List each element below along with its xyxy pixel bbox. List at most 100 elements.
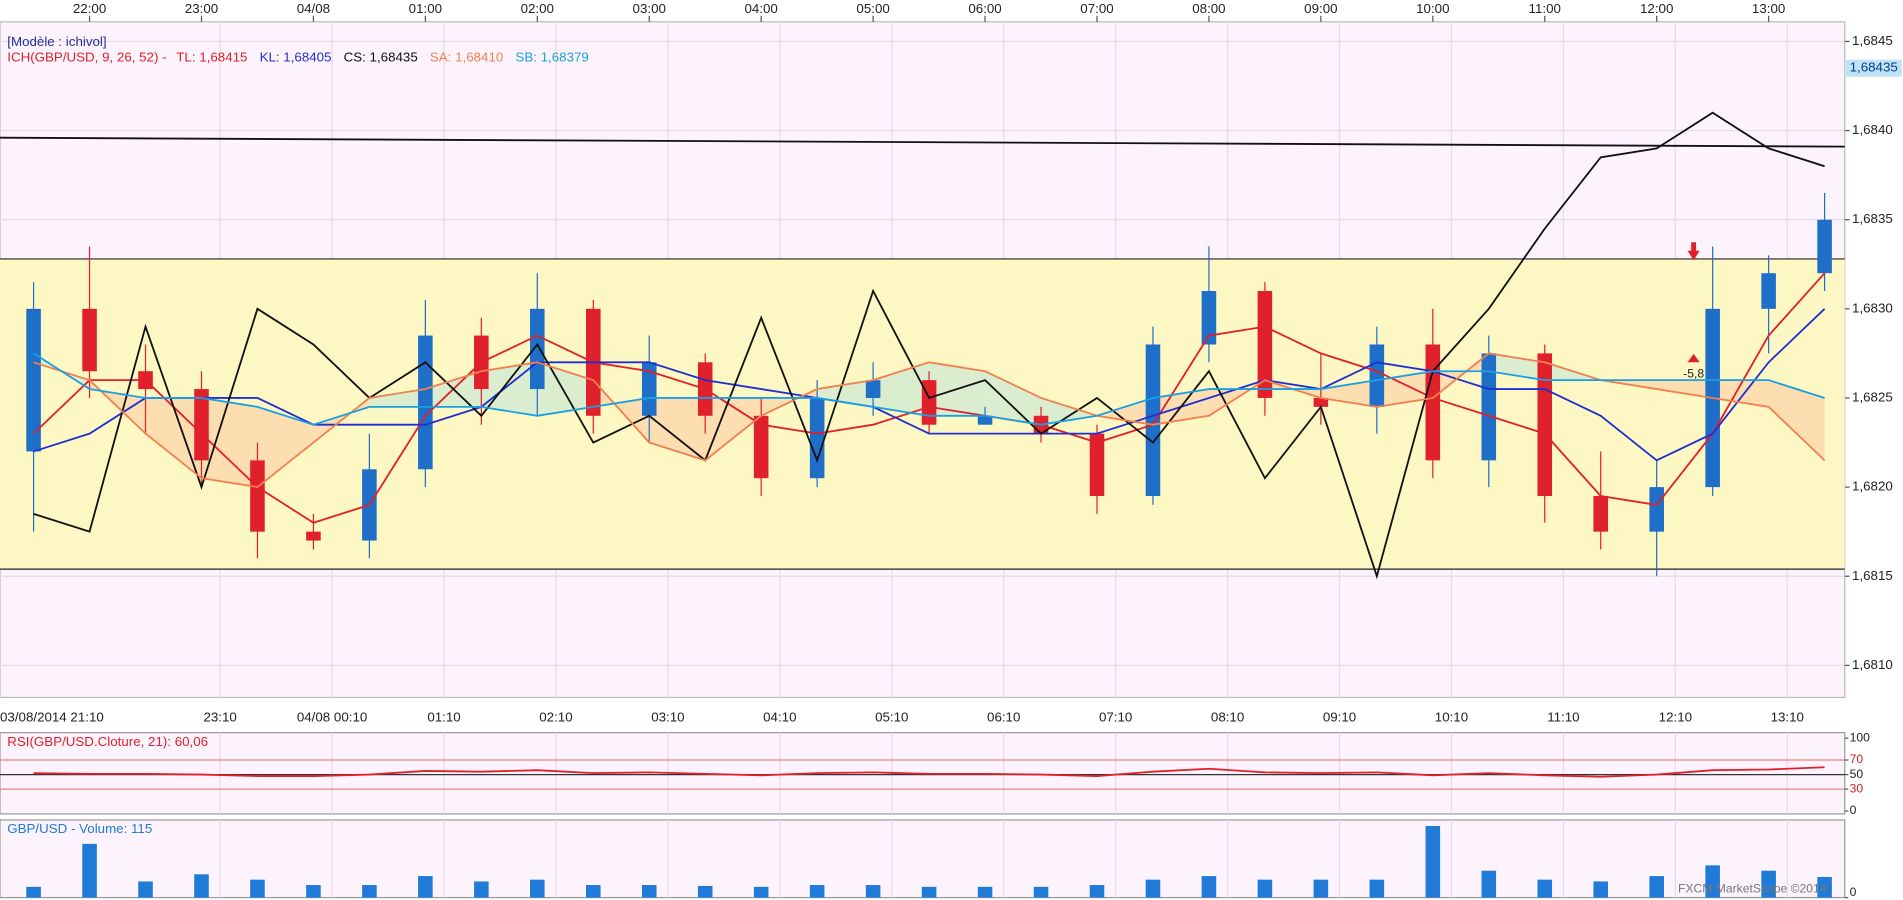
candle-body xyxy=(1649,487,1664,532)
volume-bar xyxy=(1593,881,1609,898)
volume-bar xyxy=(809,885,825,898)
y-tick-label: 1,6830 xyxy=(1852,300,1893,315)
y-tick-label: 1,6815 xyxy=(1852,568,1893,583)
y-tick-label: 0 xyxy=(1850,803,1857,817)
cloud-segment xyxy=(705,397,762,461)
candle-body xyxy=(26,308,41,452)
x-tick-label-top: 02:00 xyxy=(521,1,554,16)
x-tick-label-top: 22:00 xyxy=(73,1,106,16)
trend-line xyxy=(0,136,1845,148)
volume-bar xyxy=(1425,825,1441,898)
candle-body xyxy=(1089,433,1105,497)
x-tick-label: 02:10 xyxy=(539,710,572,725)
cloud-segment xyxy=(481,362,538,416)
x-tick-label: 12:10 xyxy=(1659,710,1692,725)
x-tick-label-top: 09:00 xyxy=(1304,1,1337,16)
x-tick-label: 09:10 xyxy=(1323,710,1356,725)
x-tick-label-top: 07:00 xyxy=(1080,1,1113,16)
y-tick-label: 1,6810 xyxy=(1852,657,1893,672)
x-tick-label-top: 04/08 xyxy=(297,1,330,16)
y-tick-label: 1,6825 xyxy=(1852,389,1893,404)
indicator-line xyxy=(33,352,1825,426)
cloud-segment xyxy=(257,406,314,488)
y-tick-label: 0 xyxy=(1850,885,1857,899)
x-tick-label: 03/08/2014 21:10 xyxy=(0,710,104,725)
last-price-label: 1,68435 xyxy=(1850,60,1898,75)
y-tick-label: 1,6845 xyxy=(1852,33,1893,48)
volume-bar xyxy=(418,876,433,898)
x-tick-label: 11:10 xyxy=(1547,710,1579,725)
y-tick-label: 70 xyxy=(1850,752,1864,766)
last-price-tag xyxy=(1845,59,1902,77)
candle-body xyxy=(1537,353,1553,497)
x-tick-label-top: 11:00 xyxy=(1529,1,1561,16)
volume-bar xyxy=(362,885,377,898)
x-tick-label-top: 04:00 xyxy=(744,1,777,16)
x-tick-label-top: 10:00 xyxy=(1416,1,1449,16)
cloud-segment xyxy=(1096,397,1153,425)
candle-body xyxy=(82,308,97,372)
volume-bar xyxy=(1761,870,1776,898)
cloud-segment xyxy=(145,397,202,479)
cloud-segment xyxy=(985,371,1042,425)
volume-bar xyxy=(1649,876,1664,898)
x-tick-label-top: 01:00 xyxy=(409,1,442,16)
candle-body xyxy=(753,415,769,479)
volume-bar xyxy=(697,885,713,898)
cloud-segment xyxy=(1041,397,1097,425)
candle-body xyxy=(1817,219,1832,274)
x-tick-label: 08:10 xyxy=(1211,710,1244,725)
x-tick-label: 04/08 00:10 xyxy=(297,710,367,725)
x-tick-label: 13:10 xyxy=(1771,710,1804,725)
signal-arrow xyxy=(1687,242,1700,261)
cloud-segment xyxy=(873,362,930,416)
volume-bar xyxy=(306,885,321,898)
cloud-segment xyxy=(1768,380,1825,461)
volume-bar xyxy=(1089,885,1105,898)
x-tick-label-top: 23:00 xyxy=(185,1,218,16)
cloud-segment xyxy=(201,397,258,488)
candle-body xyxy=(418,335,433,470)
candle-body xyxy=(641,362,657,416)
volume-bar xyxy=(753,886,769,898)
candle-body xyxy=(306,531,321,541)
indicator-line xyxy=(33,111,1825,580)
y-tick-label: 1,6835 xyxy=(1852,211,1893,226)
x-tick-label-top: 05:00 xyxy=(856,1,889,16)
candle-body xyxy=(1257,291,1273,398)
volume-bar xyxy=(1705,865,1720,898)
x-tick-label-top: 03:00 xyxy=(633,1,666,16)
x-tick-label-top: 13:00 xyxy=(1752,1,1785,16)
volume-bar xyxy=(1369,879,1385,898)
indicator-line xyxy=(32,272,1826,524)
x-tick-label: 04:10 xyxy=(763,710,796,725)
indicator-title: ICH(GBP/USD, 9, 26, 52) - xyxy=(7,50,166,65)
candle-body xyxy=(530,308,545,390)
legend-entry: SA: 1,68410 xyxy=(430,50,503,65)
cloud-segment xyxy=(1712,380,1769,407)
x-tick-label: 07:10 xyxy=(1099,710,1132,725)
legend-entry: TL: 1,68415 xyxy=(176,50,247,65)
legend-entry: KL: 1,68405 xyxy=(260,50,332,65)
cloud-segment xyxy=(537,362,594,416)
indicator-line xyxy=(33,308,1826,462)
volume-bar xyxy=(1313,879,1329,898)
rsi-line xyxy=(33,766,1825,778)
candle-body xyxy=(977,415,993,425)
x-tick-label-top: 06:00 xyxy=(968,1,1001,16)
volume-bar xyxy=(641,885,657,898)
legend-entry: CS: 1,68435 xyxy=(344,50,418,65)
volume-bar xyxy=(1145,879,1161,898)
candle-body xyxy=(1761,273,1776,309)
volume-bar xyxy=(82,843,97,898)
x-tick-label: 01:10 xyxy=(427,710,460,725)
volume-bar xyxy=(1537,879,1553,898)
candle-body xyxy=(809,397,825,479)
y-tick-label: 30 xyxy=(1850,781,1864,795)
candle-body xyxy=(1425,344,1441,461)
volume-bar xyxy=(474,881,489,898)
volume-bar xyxy=(865,885,881,898)
